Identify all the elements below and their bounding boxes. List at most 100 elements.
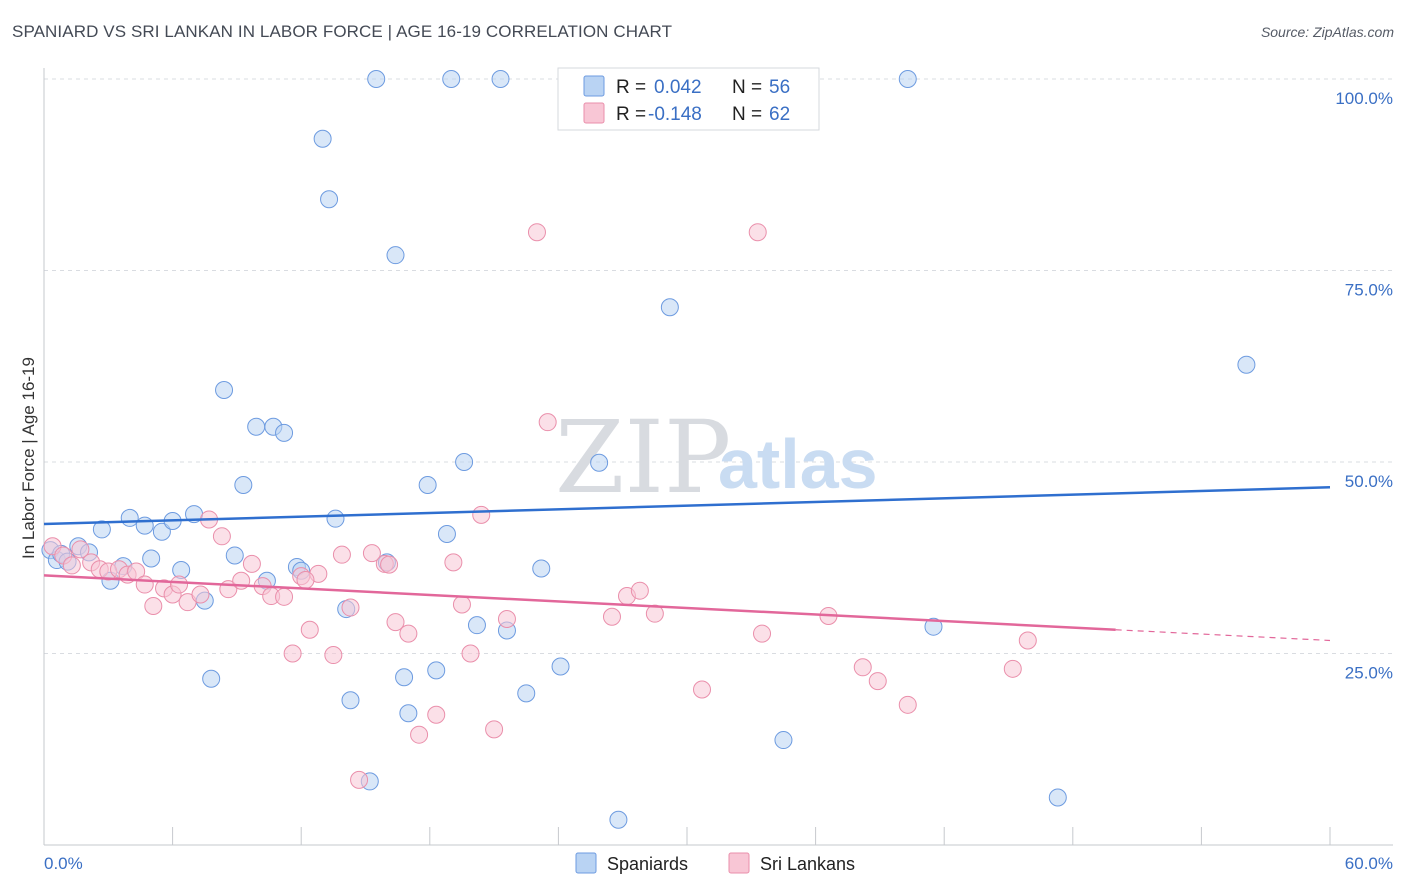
watermark-atlas: atlas — [718, 425, 878, 503]
spaniards-point — [399, 704, 418, 723]
spaniards-point — [418, 475, 437, 494]
srilankans-point — [602, 607, 621, 626]
spaniards-point — [395, 668, 414, 687]
srilankans-point — [1018, 631, 1037, 650]
legend-n-label-2: N = — [732, 104, 762, 125]
srilankans-point — [472, 505, 491, 524]
srilankans-point — [444, 553, 463, 572]
spaniards-point — [225, 546, 244, 565]
watermark: ZIP atlas — [555, 399, 878, 516]
srilankans-point — [868, 672, 887, 691]
spaniards-point — [275, 423, 294, 442]
spaniards-point — [774, 731, 793, 750]
srilankans-point — [350, 770, 369, 789]
srilankans-point — [212, 527, 231, 546]
srilankans-legend-swatch — [728, 852, 750, 874]
spaniards-point — [135, 516, 154, 535]
legend-r-label-2: R = — [616, 104, 646, 125]
axes: 25.0% 50.0% 75.0% 100.0% — [43, 68, 1393, 846]
watermark-zip: ZIP — [555, 399, 731, 516]
srilankans-point — [242, 554, 261, 573]
srilankans-point — [324, 646, 343, 665]
spaniards-point — [1237, 355, 1256, 374]
srilankans-point — [527, 223, 546, 242]
spaniards-point — [590, 453, 609, 472]
spaniards-point — [437, 525, 456, 544]
spaniards-point — [491, 70, 510, 88]
legend-n-label-1: N = — [732, 77, 762, 98]
srilankans-legend-label: Sri Lankans — [760, 854, 855, 874]
srilankans-point — [380, 555, 399, 574]
spaniards-point — [142, 549, 161, 568]
spaniards-point — [92, 520, 111, 539]
srilankans-point — [386, 613, 405, 632]
spaniards-point — [442, 70, 461, 88]
spaniards-point — [202, 669, 221, 688]
srilankans-swatch — [583, 102, 605, 124]
legend-r-value-1: 0.042 — [654, 77, 702, 98]
srilankans-point — [853, 658, 872, 677]
srilankans-point — [452, 595, 471, 614]
srilankans-points — [43, 223, 1037, 789]
srilankans-point — [485, 720, 504, 739]
srilankans-point — [362, 544, 381, 563]
legend-r-value-2: -0.148 — [648, 104, 702, 125]
spaniards-point — [517, 684, 536, 703]
chart-title: SPANIARD VS SRI LANKAN IN LABOR FORCE | … — [12, 22, 673, 41]
x-tick-label-max: 60.0% — [1345, 854, 1393, 873]
spaniards-point — [313, 129, 332, 148]
spaniards-point — [924, 617, 943, 636]
legend-n-value-2: 62 — [769, 104, 790, 125]
spaniards-point — [386, 246, 405, 265]
x-tick-label-min: 0.0% — [44, 854, 83, 873]
srilankans-point — [144, 597, 163, 616]
spaniards-point — [660, 298, 679, 317]
spaniards-swatch — [583, 75, 605, 97]
spaniards-legend-label: Spaniards — [607, 854, 688, 874]
spaniards-point — [215, 380, 234, 399]
spaniards-point — [234, 475, 253, 494]
srilankans-point — [283, 644, 302, 663]
y-tick-label: 100.0% — [1335, 89, 1393, 108]
trend-lines — [43, 486, 1331, 642]
srilankans-point — [497, 610, 516, 629]
srilankans-point — [296, 570, 315, 589]
series-legend: Spaniards Sri Lankans — [575, 852, 855, 874]
srilankans-trend-line — [43, 574, 1116, 632]
srilankans-point — [410, 725, 429, 744]
chart-source: Source: ZipAtlas.com — [1260, 24, 1394, 40]
spaniards-point — [120, 508, 139, 527]
srilankans-point — [399, 624, 418, 643]
srilankans-point — [71, 540, 90, 559]
srilankans-point — [135, 575, 154, 594]
srilankans-trend-extension — [1115, 629, 1331, 642]
srilankans-point — [1003, 659, 1022, 678]
spaniards-trend-line — [43, 486, 1331, 526]
spaniards-point — [152, 522, 171, 541]
spaniards-point — [467, 616, 486, 635]
srilankans-point — [898, 695, 917, 714]
y-tick-label: 75.0% — [1345, 281, 1393, 300]
srilankans-point — [62, 556, 81, 575]
spaniards-point — [609, 810, 628, 829]
spaniards-point — [341, 691, 360, 710]
stats-legend: R = 0.042 N = 56 R = -0.148 N = 62 — [557, 67, 820, 131]
y-tick-label: 50.0% — [1345, 472, 1393, 491]
srilankans-point — [300, 620, 319, 639]
srilankans-point — [341, 598, 360, 617]
spaniards-point — [532, 559, 551, 578]
srilankans-point — [332, 545, 351, 564]
spaniards-point — [367, 70, 386, 88]
legend-r-label-1: R = — [616, 77, 646, 98]
srilankans-point — [427, 705, 446, 724]
srilankans-point — [753, 624, 772, 643]
spaniards-point — [551, 657, 570, 676]
spaniards-point — [326, 509, 345, 528]
spaniards-point — [320, 190, 339, 209]
srilankans-point — [191, 585, 210, 604]
spaniards-point — [427, 661, 446, 680]
spaniards-legend-swatch — [575, 852, 597, 874]
spaniards-point — [898, 70, 917, 88]
srilankans-point — [275, 587, 294, 606]
legend-n-value-1: 56 — [769, 77, 790, 98]
